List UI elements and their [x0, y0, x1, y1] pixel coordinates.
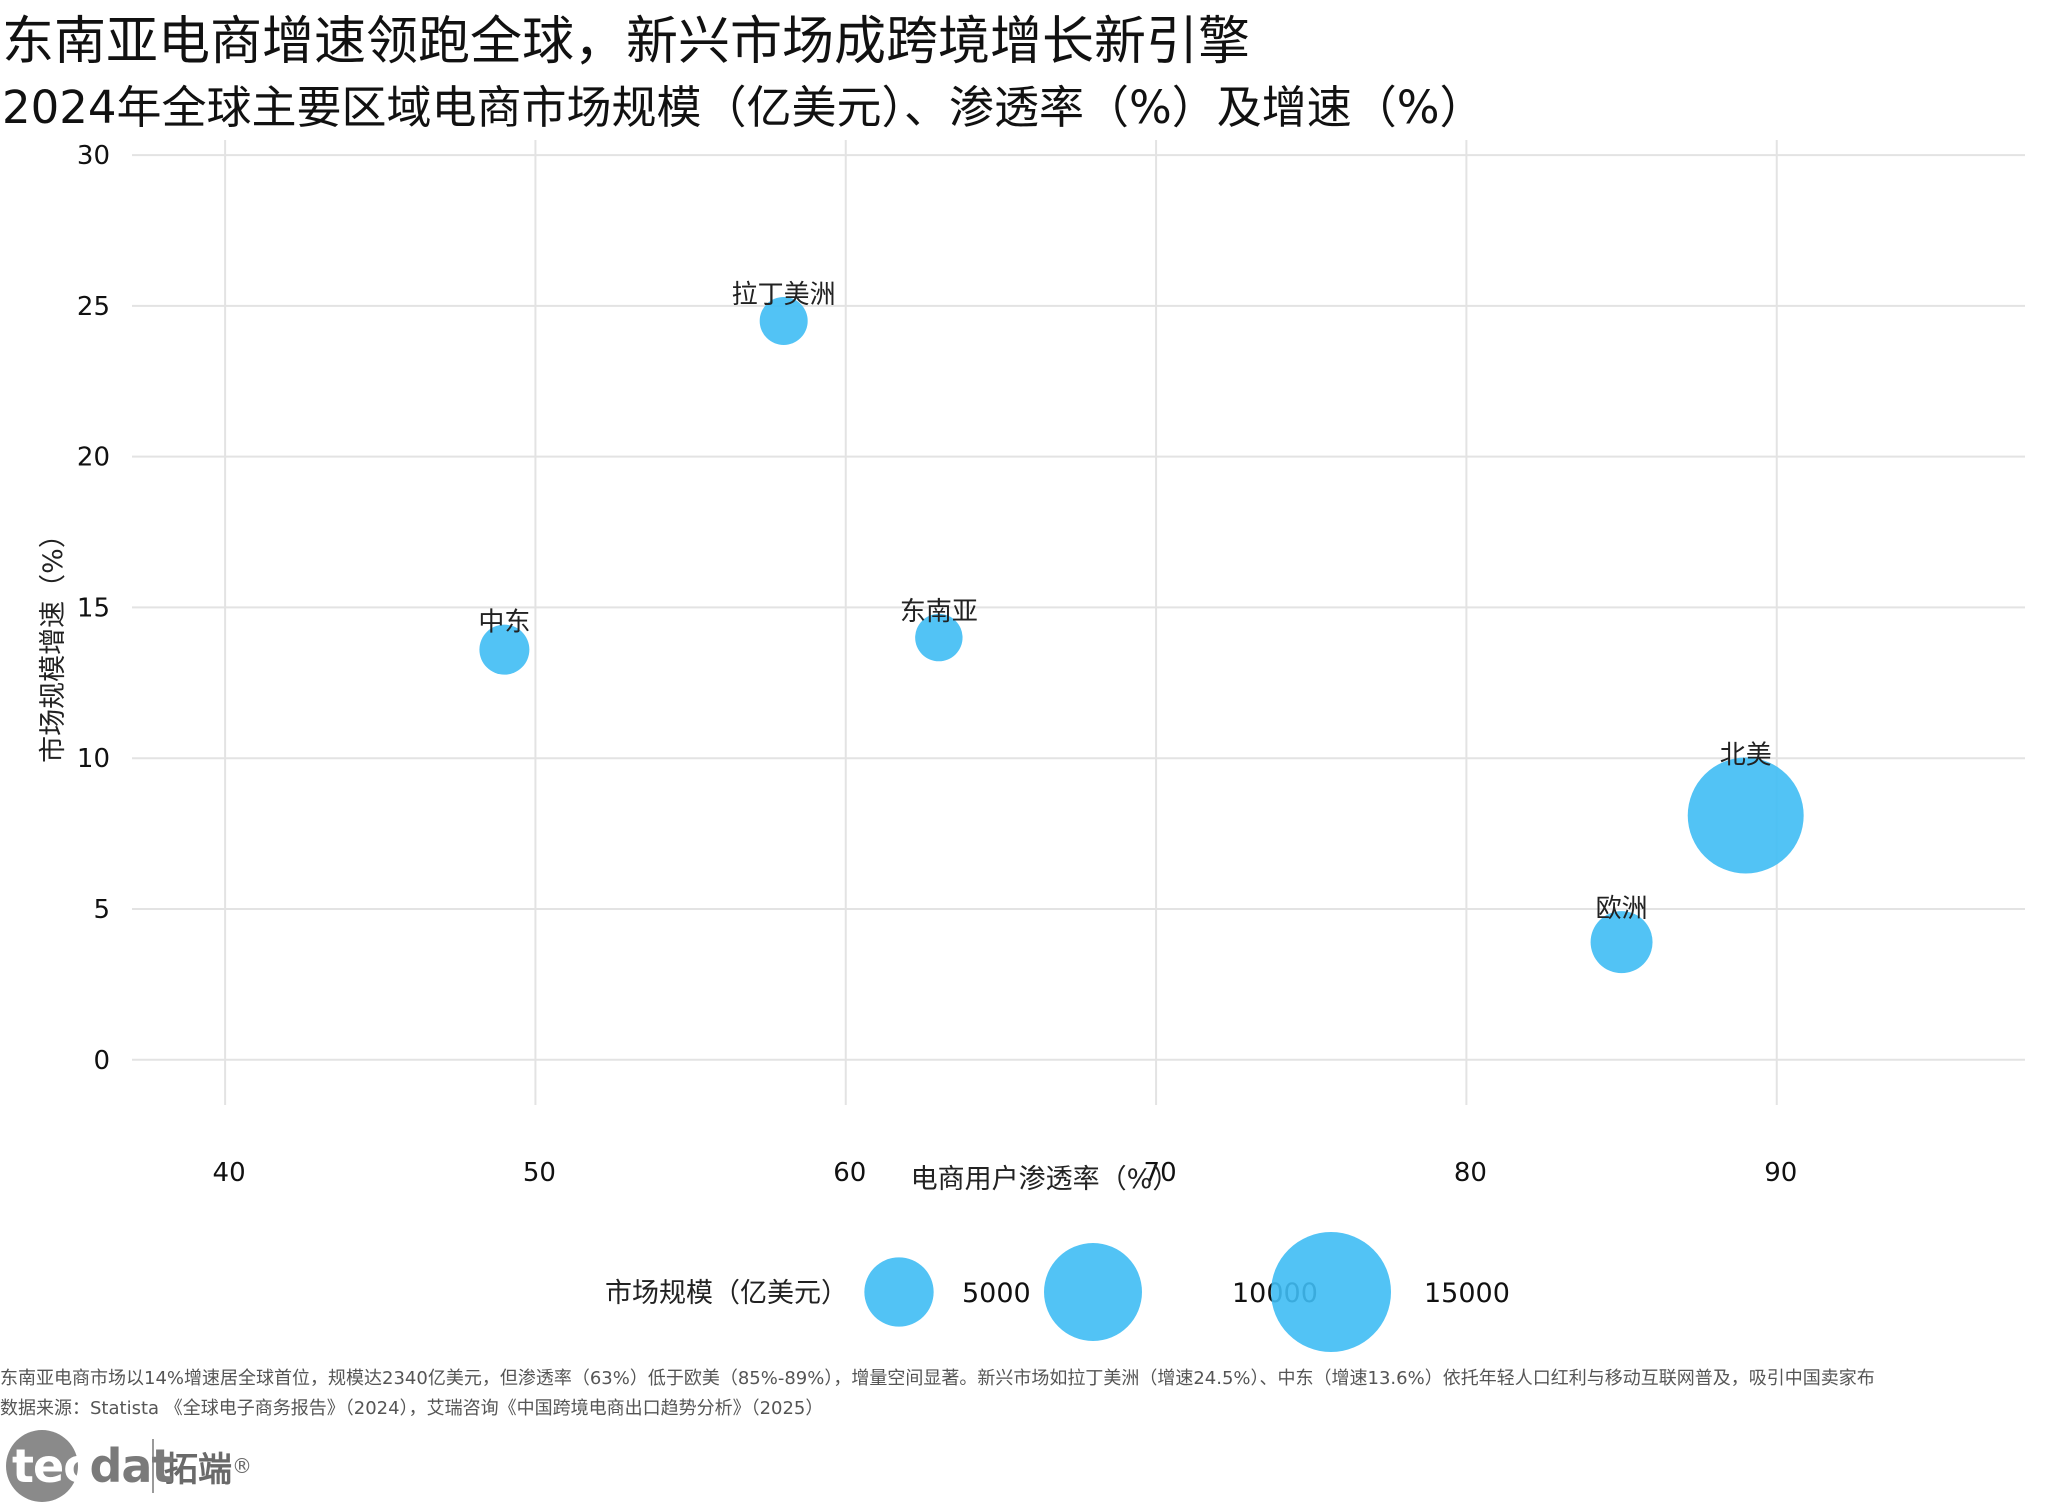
y-tick-label: 15 [77, 593, 110, 623]
bubble-label: 拉丁美洲 [732, 280, 836, 310]
logo-wordmark-rest: dat [89, 1439, 173, 1493]
brand-logo: tecdat 拓端 ® [6, 1430, 252, 1502]
y-tick-label: 25 [77, 292, 110, 322]
bubble-chart: 40 50 60 70 80 90 0 5 10 15 20 25 30 电商用户渗透率（%） 市场规模增速… [38, 140, 2025, 1352]
logo-circle [6, 1430, 78, 1502]
bubble-label: 中东 [478, 608, 530, 638]
logo-wordmark: tecdat [12, 1438, 173, 1494]
x-axis-label: 电商用户渗透率（%） [911, 1164, 1180, 1195]
bubble-东南亚 [915, 613, 963, 662]
y-tick-label: 5 [93, 895, 110, 925]
source-note: 数据来源：Statista 《全球电子商务报告》（2024），艾瑞咨询《中国跨境… [0, 1398, 824, 1419]
brand-chinese-name: 拓端 [164, 1449, 232, 1490]
bubble-label: 北美 [1720, 741, 1772, 771]
chart-subtitle: 2024年全球主要区域电商市场规模（亿美元）、渗透率（%）及增速（%） [2, 81, 1485, 134]
bubble-拉丁美洲 [759, 296, 808, 345]
chart-title: 东南亚电商增速领跑全球，新兴市场成跨境增长新引擎 [2, 12, 1251, 72]
x-tick-label: 70 [1144, 1158, 1177, 1188]
legend-label: 15000 [1424, 1278, 1510, 1309]
legend-bubble [1271, 1232, 1391, 1352]
legend-title: 市场规模（亿美元） [605, 1278, 848, 1309]
y-tick-label: 20 [77, 443, 110, 473]
legend-label: 5000 [962, 1278, 1031, 1309]
bubble-北美 [1687, 757, 1804, 874]
x-tick-label: 40 [213, 1158, 246, 1188]
tecdat-logo: tecdat [6, 1430, 173, 1502]
y-tick-label: 0 [93, 1046, 110, 1076]
y-tick-label: 30 [77, 141, 110, 171]
legend-bubble [864, 1257, 934, 1327]
x-tick-label: 50 [523, 1158, 556, 1188]
bubble-label: 欧洲 [1596, 894, 1648, 924]
bubble-label: 东南亚 [900, 597, 978, 627]
legend-bubble [1044, 1243, 1142, 1341]
bubble-欧洲 [1590, 911, 1653, 974]
x-tick-label: 80 [1454, 1158, 1487, 1188]
registered-mark: ® [232, 1454, 252, 1478]
x-tick-label: 60 [833, 1158, 866, 1188]
bubble-中东 [479, 624, 530, 675]
y-tick-label: 10 [77, 744, 110, 774]
logo-wordmark-highlight: tec [12, 1439, 90, 1493]
logo-divider [152, 1439, 154, 1493]
footnote: 东南亚电商市场以14%增速居全球首位，规模达2340亿美元，但渗透率（63%）低… [0, 1368, 1875, 1389]
x-tick-label: 90 [1764, 1158, 1797, 1188]
y-axis-label: 市场规模增速（%） [38, 521, 69, 763]
